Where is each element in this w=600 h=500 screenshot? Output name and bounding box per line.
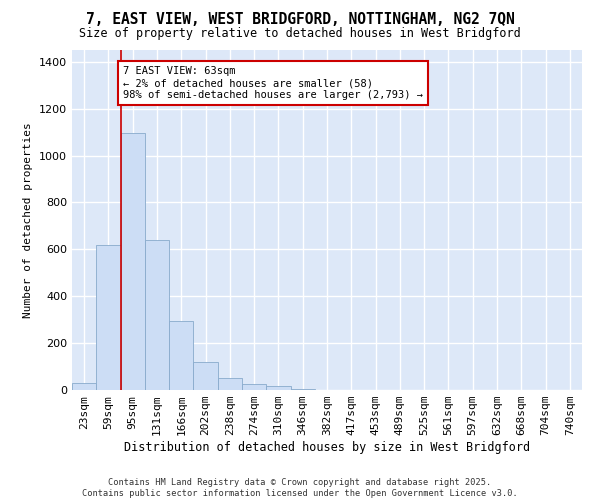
Bar: [121, 133, 145, 390]
Bar: [242, 384, 266, 390]
Bar: [193, 362, 218, 390]
X-axis label: Distribution of detached houses by size in West Bridgford: Distribution of detached houses by size …: [124, 441, 530, 454]
Bar: [72, 383, 96, 390]
Bar: [218, 378, 242, 390]
Text: Contains HM Land Registry data © Crown copyright and database right 2025.
Contai: Contains HM Land Registry data © Crown c…: [82, 478, 518, 498]
Bar: [169, 321, 193, 390]
Text: 7 EAST VIEW: 63sqm
← 2% of detached houses are smaller (58)
98% of semi-detached: 7 EAST VIEW: 63sqm ← 2% of detached hous…: [123, 66, 423, 100]
Bar: [290, 389, 315, 390]
Text: Size of property relative to detached houses in West Bridgford: Size of property relative to detached ho…: [79, 28, 521, 40]
Text: 7, EAST VIEW, WEST BRIDGFORD, NOTTINGHAM, NG2 7QN: 7, EAST VIEW, WEST BRIDGFORD, NOTTINGHAM…: [86, 12, 514, 28]
Y-axis label: Number of detached properties: Number of detached properties: [23, 122, 34, 318]
Bar: [266, 386, 290, 390]
Bar: [145, 240, 169, 390]
Bar: [96, 244, 121, 390]
